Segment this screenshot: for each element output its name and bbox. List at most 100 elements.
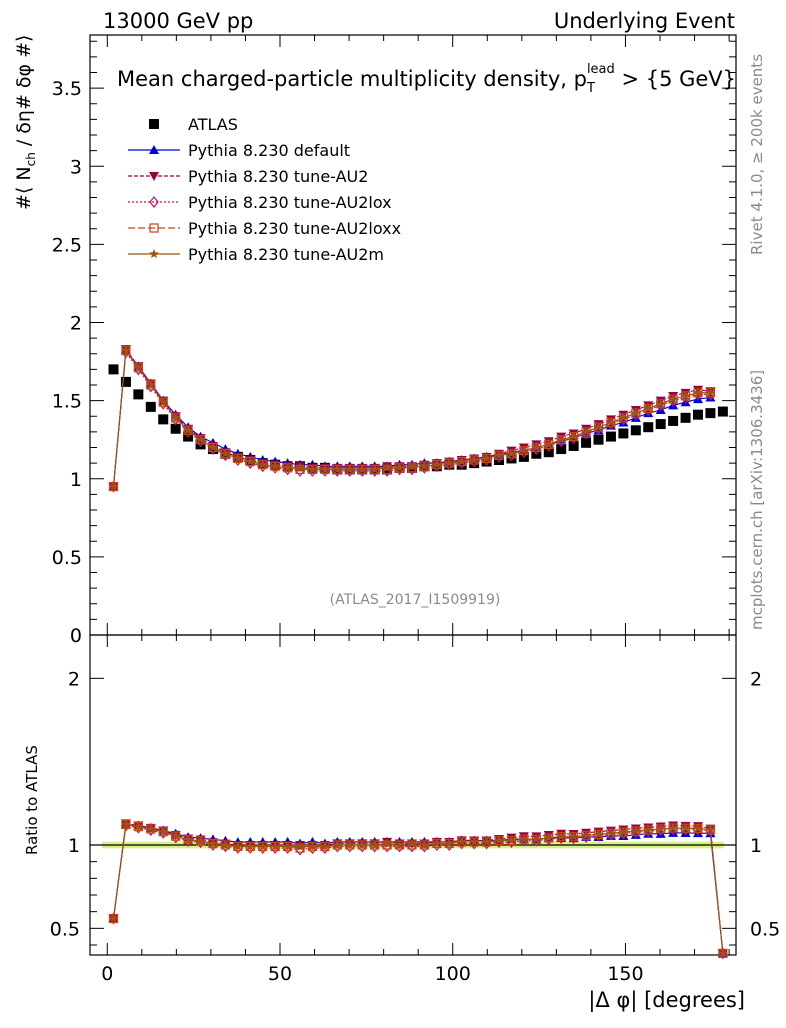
mc-1-ratio-point <box>618 830 629 840</box>
main-y-tick-label: 0 <box>70 625 82 647</box>
mc-5-point <box>146 380 156 389</box>
atlas-point <box>643 422 654 433</box>
mc-5-point <box>369 464 380 474</box>
mc-5-point <box>220 448 231 458</box>
main-plot-frame <box>89 34 737 636</box>
header-left: 13000 GeV pp <box>103 9 253 33</box>
mc-5-ratio-point <box>121 819 131 829</box>
mc-5-ratio-point <box>357 840 367 849</box>
mc-5-point <box>643 403 653 413</box>
mc-5-point <box>307 464 318 474</box>
mc-5-point <box>481 453 492 463</box>
mc-5-point <box>258 459 268 469</box>
main-y-tick-label: 1.5 <box>52 391 82 413</box>
legend-label: Pythia 8.230 tune-AU2lox <box>188 193 392 212</box>
mc-5-point <box>655 398 666 408</box>
mc-5-point <box>693 387 703 397</box>
header-right: Underlying Event <box>554 9 735 33</box>
mc-5-point <box>581 426 591 436</box>
atlas-point <box>133 389 144 400</box>
mc-5-point <box>457 456 467 466</box>
mc-5-point <box>108 481 119 491</box>
mc-5-ratio-point <box>419 840 430 849</box>
mc-5-ratio-point <box>394 840 405 849</box>
legend-marker <box>149 196 159 208</box>
mc-5-ratio-point <box>680 823 691 833</box>
mc-5-point <box>320 464 330 474</box>
atlas-point <box>556 444 567 455</box>
mc-5-ratio-point <box>233 841 243 851</box>
mc-5-point <box>121 345 131 355</box>
x-tick-label: 50 <box>268 963 292 985</box>
mc-5-ratio-point <box>519 834 529 844</box>
mc-5-ratio-point <box>556 831 566 841</box>
mc-5-ratio-point <box>369 840 380 849</box>
mc-5-ratio-point <box>345 840 355 849</box>
atlas-point <box>705 408 716 419</box>
mc-5-point <box>606 417 616 427</box>
mc-5-ratio-point <box>158 826 168 836</box>
mc-5-point <box>519 445 529 455</box>
analysis-watermark: (ATLAS_2017_I1509919) <box>330 592 501 608</box>
mc-5-ratio-point <box>593 829 604 839</box>
mc-5-ratio-point <box>643 825 653 834</box>
mc-5-ratio-point <box>618 827 629 837</box>
mc-5-ratio-point <box>133 821 144 831</box>
legend-label: ATLAS <box>188 115 238 134</box>
mc-5-point <box>357 464 367 474</box>
x-tick-label: 0 <box>101 963 113 985</box>
atlas-point <box>145 401 156 412</box>
atlas-point <box>494 455 505 465</box>
main-ylabel-tail: / δη# δφ #⟩ <box>13 35 35 153</box>
atlas-point <box>630 425 641 436</box>
mc-5-ratio-point <box>631 826 641 836</box>
main-ylabel-sub: ch <box>24 152 38 166</box>
atlas-point <box>593 434 604 445</box>
main-y-tick-label: 2.5 <box>52 234 82 256</box>
side-rivet-text: Rivet 4.1.0, ≥ 200k events <box>748 54 766 255</box>
legend-marker <box>149 249 159 258</box>
atlas-point <box>655 419 666 430</box>
legend-marker <box>149 172 159 181</box>
ratio-y-tick-label-right: 2 <box>750 668 762 690</box>
mc-5-point <box>618 412 629 422</box>
atlas-point <box>195 439 206 450</box>
mc-5-point <box>668 394 678 404</box>
mc-5-ratio-point <box>668 823 678 832</box>
x-tick-label: 150 <box>607 963 643 985</box>
ratio-y-tick-label: 0.5 <box>50 918 80 940</box>
mc-5-ratio-point <box>270 841 280 851</box>
main-title-text: Mean charged-particle multiplicity densi… <box>117 67 587 91</box>
atlas-point <box>717 406 728 417</box>
mc-5-ratio-point <box>506 835 517 845</box>
atlas-point <box>170 423 181 434</box>
atlas-point <box>668 415 679 426</box>
legend-label: Pythia 8.230 tune-AU2m <box>188 245 384 264</box>
mc-5-point <box>705 387 716 397</box>
atlas-point <box>543 447 554 458</box>
x-tick-label: 100 <box>435 963 471 985</box>
atlas-point <box>568 440 579 451</box>
mc-5-ratio-point <box>220 840 231 849</box>
mc-5-ratio-point <box>195 835 206 845</box>
legend: ATLAS Pythia 8.230 default Pythia 8.230 tu… <box>128 115 401 264</box>
atlas-point <box>108 364 119 375</box>
atlas-point <box>680 412 691 423</box>
mc-5-ratio-point <box>444 838 454 848</box>
mc-5-point <box>245 456 255 466</box>
mc-5-point <box>494 450 504 460</box>
mc-5-point <box>556 434 566 444</box>
mc-5-ratio-point <box>245 841 255 851</box>
mc-5-ratio-point <box>531 834 542 844</box>
mc-5-ratio-point <box>307 841 318 851</box>
main-title-sub: T <box>586 81 595 96</box>
mc-5-ratio-point <box>258 841 268 851</box>
mc-5-point <box>444 458 454 468</box>
main-ylabel: #⟨ Nch / δη# δφ #⟩ <box>13 35 38 210</box>
mc-5-ratio-point <box>705 824 716 834</box>
mc-5-ratio-point <box>481 837 492 846</box>
main-y-tick-label: 1 <box>70 469 82 491</box>
mc-5-point <box>419 461 430 471</box>
